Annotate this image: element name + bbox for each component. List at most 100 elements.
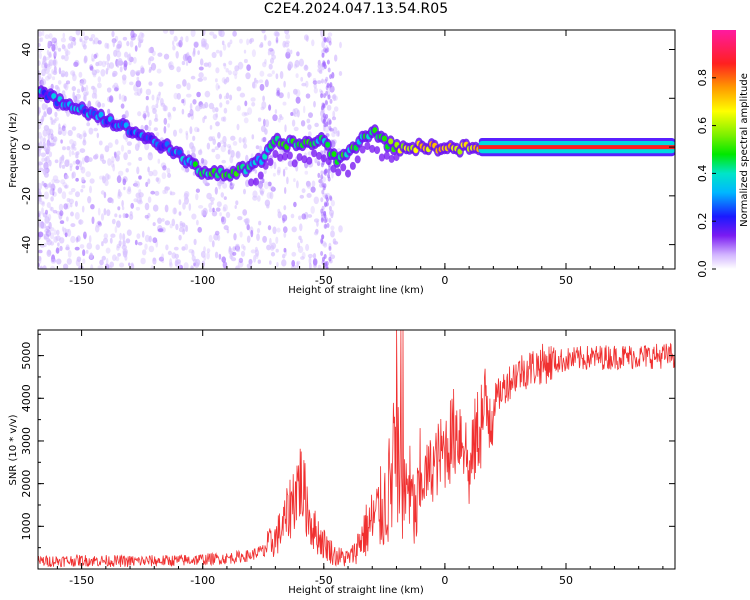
spectrogram-cell — [112, 254, 117, 261]
spectrogram-cell — [323, 36, 327, 42]
spectrogram-cell — [229, 155, 234, 164]
spectrogram-cell — [64, 232, 68, 238]
spectrogram-cell — [324, 218, 327, 224]
spectrogram-cell — [186, 51, 190, 57]
snr-frame — [37, 329, 676, 570]
snr-x-tick-label: 50 — [559, 574, 573, 587]
spectrogram-cell — [329, 128, 334, 132]
spectrogram-cell — [192, 135, 196, 141]
spectrogram-cell — [103, 237, 108, 244]
spectrogram-cell — [101, 159, 107, 164]
spectrogram-cell — [76, 235, 81, 242]
spectrogram-cell — [114, 152, 117, 159]
spectrogram-cell — [222, 135, 227, 144]
spectrogram-cell — [66, 258, 72, 265]
spectrogram-cell — [264, 58, 267, 65]
spectrogram-cell — [281, 259, 287, 267]
spectrogram-cell — [83, 231, 87, 239]
spectrogram-cell — [38, 147, 41, 155]
spectrogram-cell — [106, 53, 111, 62]
spectrogram-cell — [39, 200, 45, 205]
spectrogram-cell — [215, 78, 218, 83]
spectrogram-cell — [86, 122, 91, 127]
spectrogram-cell — [212, 207, 215, 213]
spectrogram-cell — [235, 150, 241, 159]
spectrogram-cell — [256, 233, 260, 241]
spectrogram-cell — [124, 254, 128, 261]
spectrogram-cell — [48, 151, 53, 158]
spectrogram-cell — [157, 217, 162, 224]
spectrogram-cell — [119, 66, 123, 73]
spectrogram-cell — [329, 82, 333, 88]
spectrogram-cell — [310, 205, 315, 214]
spectrogram-cell — [291, 226, 297, 233]
spectrogram-cell — [101, 103, 105, 108]
spectrogram-cell — [325, 90, 329, 96]
snr-x-tick-label: 0 — [441, 574, 448, 587]
spectrogram-cell — [323, 211, 327, 217]
spectrogram-cell — [165, 244, 169, 251]
spectrogram-cell — [321, 78, 324, 84]
spectrogram-cell — [50, 196, 54, 202]
ridge-secondary — [301, 155, 308, 164]
spectrogram-cell — [63, 263, 69, 269]
spectrogram-cell — [136, 76, 140, 82]
ridge-secondary — [335, 168, 342, 177]
snr-plot-area — [38, 330, 675, 569]
spectrogram-cell — [328, 125, 332, 131]
spectrogram-cell — [111, 156, 115, 163]
spectrogram-cell — [320, 197, 324, 203]
spectrogram-cell — [172, 45, 176, 51]
spectrogram-cell — [134, 45, 138, 52]
spectrogram-cell — [182, 202, 186, 210]
spectrogram-cell — [291, 251, 297, 257]
spectrogram-cell — [262, 235, 267, 243]
spectrogram-cell — [39, 118, 43, 126]
spectrogram-ridge — [38, 85, 675, 187]
spectrogram-cell — [156, 94, 161, 101]
spectrogram-cell — [176, 66, 181, 73]
spectrogram-cell — [130, 30, 135, 38]
spectrogram-cell — [133, 91, 139, 96]
spectrogram-cell — [325, 76, 329, 82]
spectrogram-cell — [144, 202, 150, 211]
spectrogram-cell — [106, 87, 112, 93]
spectrogram-cell — [46, 202, 51, 208]
spectrogram-cell — [61, 125, 66, 132]
spectrogram-cell — [208, 136, 213, 142]
spectrogram-cell — [38, 249, 43, 254]
spectrogram-cell — [181, 246, 186, 251]
colorbar-tick-label: 0.2 — [696, 212, 709, 230]
spectrogram-cell — [233, 233, 237, 241]
spectrogram-cell — [64, 228, 70, 233]
spectrogram-cell — [71, 150, 75, 156]
spectrogram-cell — [54, 50, 57, 57]
spectrogram-cell — [226, 228, 230, 234]
spectrogram-cell — [198, 149, 203, 156]
ridge-secondary — [388, 154, 395, 163]
spectrogram-cell — [74, 200, 78, 207]
spectrogram-cell — [112, 39, 116, 48]
spectrogram-cell — [125, 168, 129, 173]
snr-y-tick-label: 1000 — [20, 512, 33, 540]
spectrogram-cell — [327, 37, 332, 44]
spectrogram-cell — [249, 38, 253, 45]
spectrogram-cell — [334, 54, 338, 62]
spectrogram-cell — [197, 226, 202, 233]
spectrogram-cell — [261, 101, 267, 110]
spectrogram-cell — [114, 139, 119, 145]
spectrogram-cell — [273, 30, 280, 37]
spectrogram-cell — [118, 170, 124, 176]
spectrogram-cell — [66, 146, 71, 151]
spectrogram-cell — [95, 244, 100, 251]
spectrogram-cell — [243, 117, 249, 124]
spectrogram-cell — [328, 246, 332, 251]
spectrogram-frame — [37, 29, 676, 270]
spectrogram-cell — [71, 143, 76, 149]
spectrogram-cell — [254, 169, 258, 174]
colorbar-tick-label: 0.8 — [696, 69, 709, 87]
spectrogram-cell — [262, 95, 265, 102]
spectrogram-cell — [325, 90, 331, 97]
spectrogram-cell — [321, 105, 324, 111]
spectrogram-cell — [174, 260, 178, 267]
